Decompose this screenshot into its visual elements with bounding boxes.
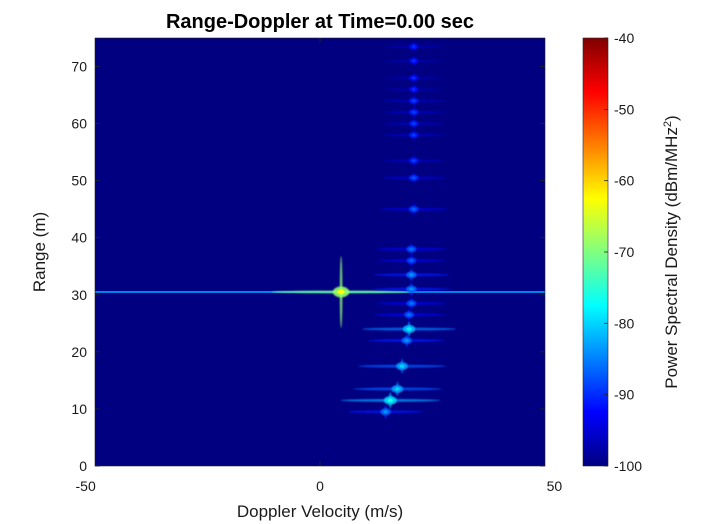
target-peak xyxy=(406,313,412,317)
target-response xyxy=(373,268,450,282)
colorbar-label-end: ) xyxy=(662,115,681,121)
x-tick-label: 0 xyxy=(316,478,324,494)
colorbar-scale xyxy=(582,37,609,467)
target-response xyxy=(383,94,445,107)
y-tick-label: 0 xyxy=(79,458,87,474)
target-peak xyxy=(394,387,400,391)
target-response xyxy=(362,321,457,337)
colorbar-tick-label: -90 xyxy=(614,387,634,403)
target-response xyxy=(347,405,424,419)
y-tick-label: 20 xyxy=(71,344,87,360)
colorbar-label: Power Spectral Density (dBm/MHz2) xyxy=(662,115,681,388)
y-tick-label: 30 xyxy=(71,287,87,303)
y-tick-label: 50 xyxy=(71,173,87,189)
y-axis: 0 10 20 30 40 50 60 70 xyxy=(71,59,545,474)
x-axis-label: Doppler Velocity (m/s) xyxy=(237,502,403,521)
x-axis: -50 0 50 xyxy=(76,38,563,494)
colorbar-tick-label: -40 xyxy=(614,30,634,46)
target-response xyxy=(368,333,445,348)
target-peak xyxy=(387,398,393,403)
target-response xyxy=(383,154,445,167)
target-peak xyxy=(411,76,416,80)
target-peak xyxy=(406,327,412,331)
target-peak xyxy=(383,410,388,414)
target-response xyxy=(383,129,445,141)
colorbar-tick-label: -80 xyxy=(614,315,634,331)
colorbar-label-main: Power Spectral Density (dBm/MHz xyxy=(662,127,681,389)
target-response xyxy=(358,358,447,374)
heatmap-marks xyxy=(95,40,545,419)
target-response xyxy=(384,83,443,96)
target-peak xyxy=(411,176,416,180)
target-response xyxy=(373,282,450,296)
target-peak xyxy=(411,45,416,48)
target-response xyxy=(381,171,446,184)
target-peak xyxy=(411,110,416,114)
target-response xyxy=(384,72,443,84)
target-peak xyxy=(411,133,416,137)
y-tick-label: 40 xyxy=(71,230,87,246)
target-peak xyxy=(411,207,416,211)
target-response xyxy=(377,254,445,267)
x-tick-label: -50 xyxy=(76,478,96,494)
target-peak xyxy=(404,338,409,342)
target-response xyxy=(353,381,442,397)
plot-area xyxy=(94,37,546,467)
target-peak xyxy=(409,287,414,291)
target-peak xyxy=(411,88,416,91)
target-peak xyxy=(411,159,416,163)
target-peak xyxy=(411,59,416,63)
colorbar-tick-label: -100 xyxy=(614,458,642,474)
target-response xyxy=(376,242,447,256)
colorbar: -100 -90 -80 -70 -60 -50 -40 Power Spectral De… xyxy=(582,30,681,474)
y-tick-label: 60 xyxy=(71,116,87,132)
y-tick-label: 10 xyxy=(71,401,87,417)
colorbar-tick-label: -70 xyxy=(614,244,634,260)
target-peak xyxy=(409,247,414,251)
target-response xyxy=(380,203,448,216)
y-tick-label: 70 xyxy=(71,59,87,75)
x-tick-label: 50 xyxy=(547,478,563,494)
target-peak xyxy=(399,364,405,368)
colorbar-ticks: -100 -90 -80 -70 -60 -50 -40 xyxy=(604,30,642,474)
colorbar-tick-label: -50 xyxy=(614,101,634,117)
colorbar-tick-label: -60 xyxy=(614,173,634,189)
y-axis-label: Range (m) xyxy=(30,212,49,292)
target-peak xyxy=(409,259,414,262)
target-response xyxy=(340,392,441,409)
target-peak xyxy=(411,99,416,103)
target-peak xyxy=(411,122,416,125)
heatmap-background xyxy=(95,38,545,466)
target-response xyxy=(374,308,445,322)
target-peak xyxy=(409,273,414,277)
colorbar-label-superscript: 2 xyxy=(662,121,674,127)
target-response xyxy=(384,55,443,67)
target-response xyxy=(383,117,445,130)
chart-title: Range-Doppler at Time=0.00 sec xyxy=(166,11,474,33)
target-peak xyxy=(337,289,345,295)
target-response xyxy=(384,40,443,53)
target-response xyxy=(376,297,447,310)
target-peak xyxy=(409,301,414,305)
target-response xyxy=(271,255,411,328)
target-response xyxy=(383,106,445,119)
